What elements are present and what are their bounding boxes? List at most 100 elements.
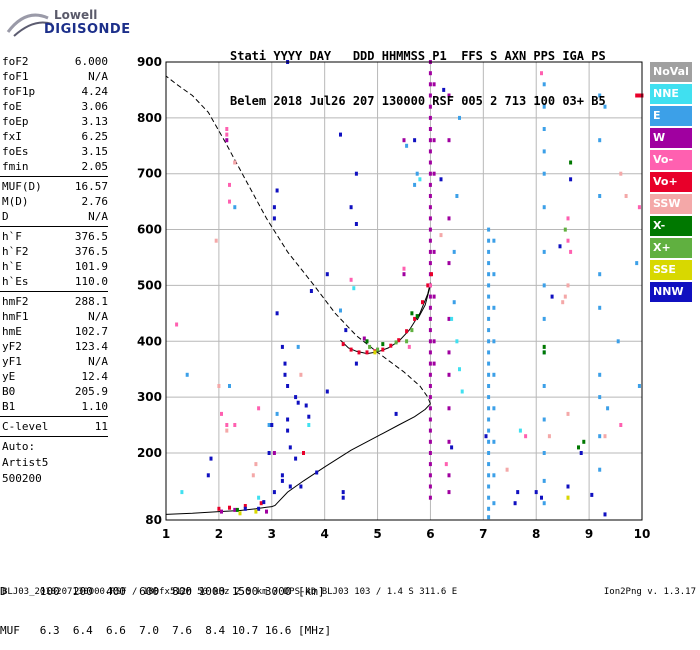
echo-point xyxy=(458,115,461,120)
legend-item-nnw: NNW xyxy=(650,282,692,302)
echo-point xyxy=(428,417,432,422)
param-value: 16.57 xyxy=(74,180,108,193)
param-row: foEs 3.15 xyxy=(0,144,110,159)
param-row: MUF(D) 16.57 xyxy=(0,179,110,194)
echo-point xyxy=(432,82,436,87)
series-e xyxy=(185,82,641,520)
echo-point xyxy=(566,216,570,221)
echo-point xyxy=(432,138,436,143)
echo-point xyxy=(428,428,432,433)
echo-point xyxy=(428,104,432,109)
param-row: h`Es 110.0 xyxy=(0,274,110,289)
echo-point xyxy=(563,227,567,232)
echo-point xyxy=(286,428,290,433)
y-tick-label: 200 xyxy=(137,446,162,460)
logo-line2: DIGISONDE xyxy=(44,22,131,37)
echo-point xyxy=(513,501,517,506)
echo-point xyxy=(381,342,385,347)
param-value: N/A xyxy=(88,355,108,368)
echo-point xyxy=(235,507,239,512)
echo-point xyxy=(450,445,454,450)
echo-point xyxy=(428,395,432,400)
echo-point xyxy=(487,462,491,467)
echo-point xyxy=(180,490,184,495)
echo-point xyxy=(402,138,406,143)
echo-point xyxy=(254,509,258,514)
plot-frame xyxy=(165,61,643,521)
echo-point xyxy=(228,199,231,204)
echo-point xyxy=(598,305,602,310)
legend-item-nne: NNE xyxy=(650,84,692,104)
param-name: MUF(D) xyxy=(2,180,42,193)
param-value: 3.06 xyxy=(81,100,109,113)
param-separator xyxy=(0,176,108,177)
echo-point xyxy=(217,384,221,388)
echo-point xyxy=(428,361,432,366)
echo-point xyxy=(373,350,377,355)
echo-point xyxy=(415,314,419,319)
y-tick-label: 300 xyxy=(137,390,162,404)
param-row: M(D) 2.76 xyxy=(0,194,110,209)
echo-point xyxy=(430,272,433,277)
logo-arc xyxy=(6,13,49,33)
param-name: M(D) xyxy=(2,195,29,208)
echo-point xyxy=(428,384,432,388)
echo-point xyxy=(286,384,290,388)
echo-point xyxy=(428,249,432,254)
echo-point xyxy=(251,473,255,478)
echo-point xyxy=(209,456,213,461)
param-separator xyxy=(0,416,108,417)
echo-point xyxy=(447,350,451,355)
echo-point xyxy=(354,222,358,226)
echo-point xyxy=(577,445,580,450)
param-name: fmin xyxy=(2,160,29,173)
param-row: yF1 N/A xyxy=(0,354,110,369)
echo-point xyxy=(598,138,602,143)
header-line1: Stati YYYY DAY DDD HHMMSS P1 FFS S AXN P… xyxy=(230,49,606,63)
echo-point xyxy=(243,504,247,508)
echo-point xyxy=(492,372,496,377)
echo-point xyxy=(428,149,432,154)
echo-point xyxy=(492,339,496,344)
echo-point xyxy=(598,93,602,98)
chart-grid xyxy=(165,61,643,521)
echo-point xyxy=(606,406,610,411)
echo-point xyxy=(428,283,432,288)
echo-point xyxy=(487,361,491,366)
echo-point xyxy=(299,484,303,489)
echo-point xyxy=(542,417,546,422)
echo-point xyxy=(275,311,279,316)
scaled-parameters-panel: foF2 6.000 foF1 N/A foF1p 4.24 foE 3.06 foEp 3.13… xyxy=(0,54,110,485)
echo-point xyxy=(225,138,229,143)
param-name: hmE xyxy=(2,325,22,338)
echo-point xyxy=(432,339,436,344)
echo-point xyxy=(428,93,432,98)
echo-point xyxy=(540,495,543,500)
echo-point xyxy=(616,339,620,344)
echo-point xyxy=(354,361,358,366)
param-row: hmF2 288.1 xyxy=(0,294,110,309)
echo-point xyxy=(421,300,424,305)
profile-curves xyxy=(165,75,431,515)
y-tick-label: 800 xyxy=(137,111,162,125)
echo-point xyxy=(413,138,417,143)
echo-point xyxy=(534,490,538,495)
echo-point xyxy=(428,495,432,500)
echo-point xyxy=(450,316,454,321)
echo-point xyxy=(225,423,229,427)
echo-point xyxy=(598,372,602,377)
echo-point xyxy=(299,372,303,377)
param-value: N/A xyxy=(88,70,108,83)
echo-point xyxy=(362,336,366,341)
echo-point xyxy=(542,344,546,349)
series-nne xyxy=(180,177,522,500)
param-value: 6.25 xyxy=(81,130,109,143)
param-value: 3.15 xyxy=(81,145,109,158)
param-value: 101.9 xyxy=(74,260,108,273)
echo-point xyxy=(428,194,432,198)
legend-item-vo-: Vo- xyxy=(650,150,692,170)
echo-point xyxy=(257,495,261,500)
echo-point xyxy=(624,194,628,198)
logo-graphic xyxy=(6,13,53,37)
echo-point xyxy=(233,423,237,427)
